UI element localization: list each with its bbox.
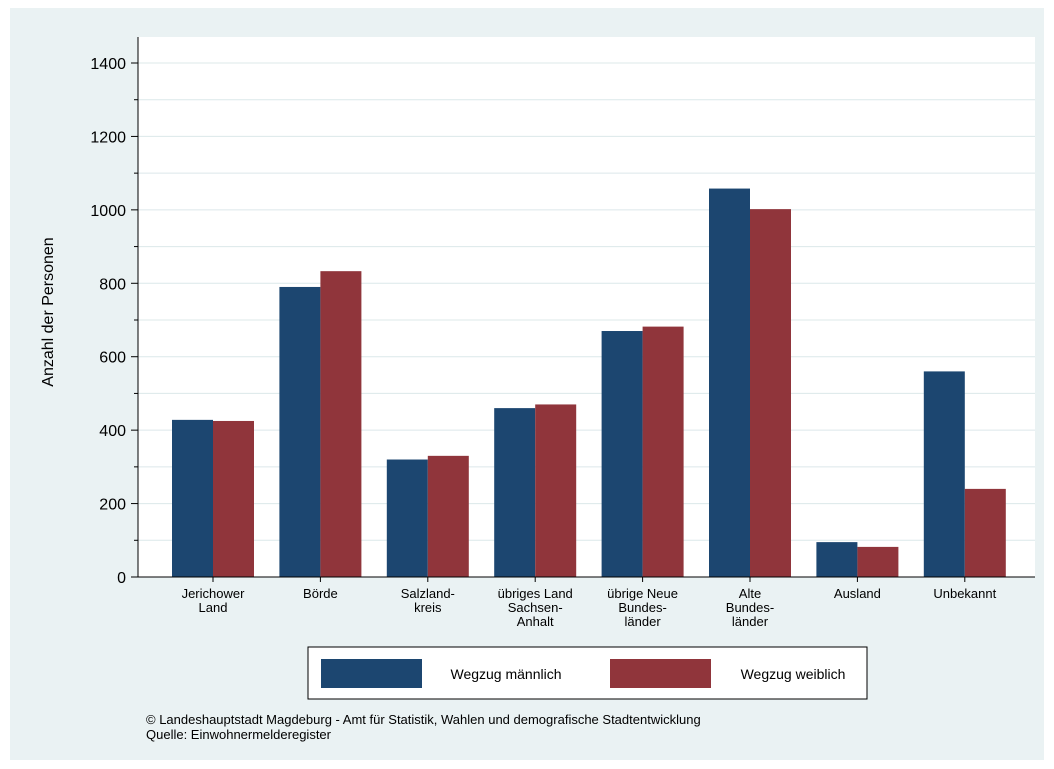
x-tick-label: Bundes- [726,600,774,615]
plot-area [138,37,1035,577]
y-tick-label: 600 [99,350,126,367]
x-tick-label: Börde [303,586,338,601]
y-axis-ticks: 0 200 400 600 800 1000 1200 1400 [90,56,138,587]
bar-maennlich [816,542,858,577]
x-tick-label: Ausland [834,586,881,601]
footer: © Landeshauptstadt Magdeburg - Amt für S… [146,712,701,742]
x-tick-label: Alte [739,586,761,601]
bar-maennlich [494,408,536,577]
x-tick-label: übriges Land [498,586,573,601]
y-tick-label: 800 [99,276,126,293]
copyright-text: © Landeshauptstadt Magdeburg - Amt für S… [146,712,701,727]
x-tick-label: Bundes- [618,600,666,615]
x-tick-label: Anhalt [517,614,554,629]
legend-label: Wegzug weiblich [741,666,846,682]
y-tick-label: 200 [99,497,126,514]
legend-label: Wegzug männlich [450,666,561,682]
legend-swatch [610,659,711,688]
bar-weiblich [750,209,791,577]
y-tick-label: 0 [117,570,126,587]
bar-maennlich [172,419,213,577]
bar-weiblich [964,488,1006,577]
bar-maennlich [709,188,750,577]
x-tick-label: länder [625,614,662,629]
bar-weiblich [320,271,362,577]
legend-swatch [321,659,422,688]
x-tick-label: Land [199,600,228,615]
bar-weiblich [642,326,684,577]
bar-maennlich [386,459,428,577]
y-tick-label: 400 [99,423,126,440]
bar-weiblich [213,420,254,577]
bar-maennlich [279,286,321,577]
bar-weiblich [427,455,469,577]
x-tick-label: Unbekannt [933,586,996,601]
bar-maennlich [923,371,965,577]
bar-maennlich [601,331,643,577]
x-tick-label: Salzland- [401,586,455,601]
x-tick-label: übrige Neue [607,586,678,601]
bar-weiblich [535,404,577,577]
y-tick-label: 1000 [90,203,126,220]
y-axis-label: Anzahl der Personen [40,237,57,386]
bar-weiblich [857,546,899,577]
legend: Wegzug männlich Wegzug weiblich [321,659,845,688]
x-tick-label: Jerichower [182,586,246,601]
source-text: Quelle: Einwohnermelderegister [146,727,331,742]
y-tick-label: 1400 [90,56,126,73]
bars [172,188,1006,577]
x-tick-label: Sachsen- [508,600,563,615]
y-tick-label: 1200 [90,129,126,146]
x-tick-label: länder [732,614,769,629]
x-tick-label: kreis [414,600,442,615]
